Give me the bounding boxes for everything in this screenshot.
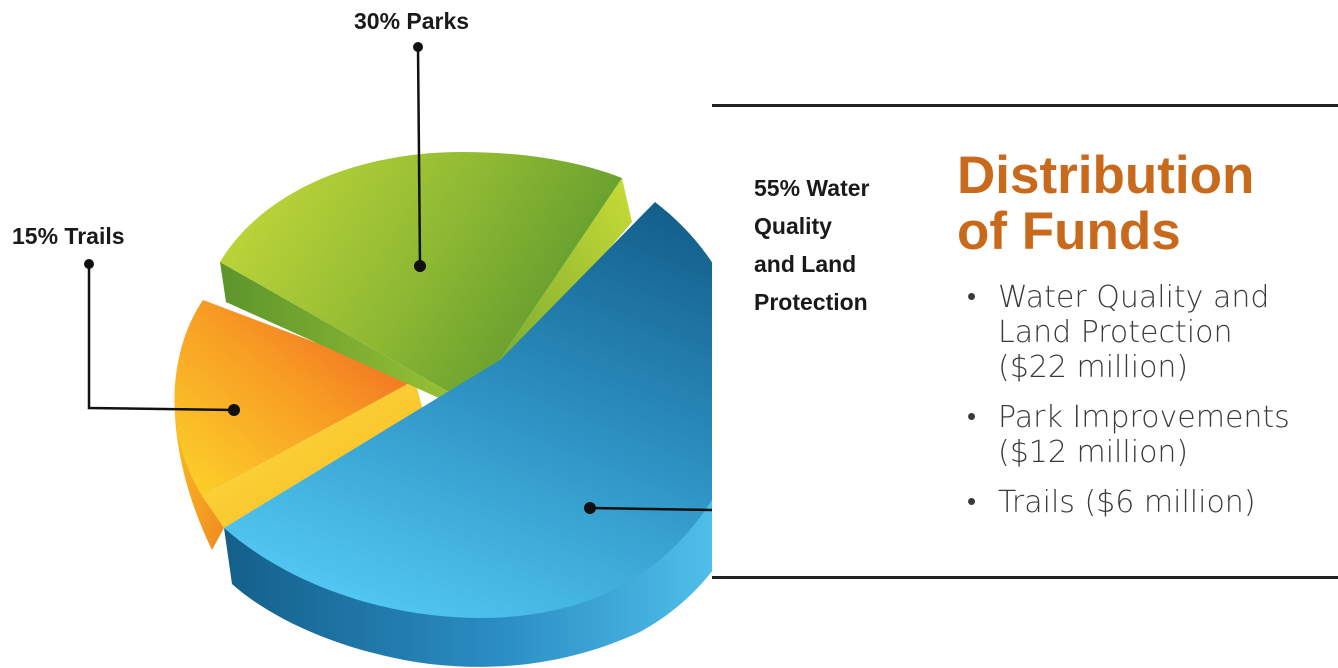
pie-slice-trails xyxy=(174,300,428,550)
funds-list-item-water: • Water Quality and Land Protection ($22… xyxy=(964,280,1336,385)
bullet-icon: • xyxy=(967,282,977,312)
funds-list-item-parks-line-1: Park Improvements xyxy=(998,400,1290,435)
leader-line-parks xyxy=(416,46,422,267)
leader-lines xyxy=(87,46,712,512)
funds-list-item-water-line-1: Water Quality and xyxy=(998,280,1270,315)
pie-slice-parks-side xyxy=(220,262,470,412)
funds-list-item-water-line-2: Land Protection xyxy=(998,315,1233,350)
pie-slice-trails-face xyxy=(202,380,428,528)
pie-slice-trails-top xyxy=(174,300,415,496)
funds-list-item-water-line-3: ($22 million) xyxy=(998,350,1189,385)
pie-chart xyxy=(84,42,712,667)
panel-title-line-1: Distribution xyxy=(957,146,1255,205)
bullet-icon: • xyxy=(967,402,977,432)
funds-list-item-trails-line-1: Trails ($6 million) xyxy=(998,485,1256,520)
leader-line-trails xyxy=(87,264,235,412)
panel-title-line-2: of Funds xyxy=(957,202,1181,261)
funds-panel: Distribution of Funds • Water Quality an… xyxy=(712,104,1338,580)
funds-list: • Water Quality and Land Protection ($22… xyxy=(964,280,1336,535)
panel-title: Distribution of Funds xyxy=(957,148,1317,260)
leader-dot-parks-end xyxy=(413,42,423,52)
leader-dot-water-slice xyxy=(584,502,596,514)
pie-slice-parks-top xyxy=(220,152,622,404)
funds-list-item-trails: • Trails ($6 million) xyxy=(964,485,1336,520)
pie-slice-water-side xyxy=(224,496,712,667)
bullet-icon: • xyxy=(967,487,977,517)
leader-dot-parks-slice xyxy=(414,260,426,272)
leader-dot-trails-end xyxy=(84,259,94,269)
leader-dot-trails-slice xyxy=(228,404,240,416)
panel-bottom-rule xyxy=(712,576,1338,579)
funds-list-item-parks: • Park Improvements ($12 million) xyxy=(964,400,1336,470)
leader-line-water xyxy=(589,506,712,512)
leader-dots xyxy=(84,42,596,514)
panel-top-rule xyxy=(712,104,1338,107)
funds-list-item-parks-line-2: ($12 million) xyxy=(998,435,1189,470)
